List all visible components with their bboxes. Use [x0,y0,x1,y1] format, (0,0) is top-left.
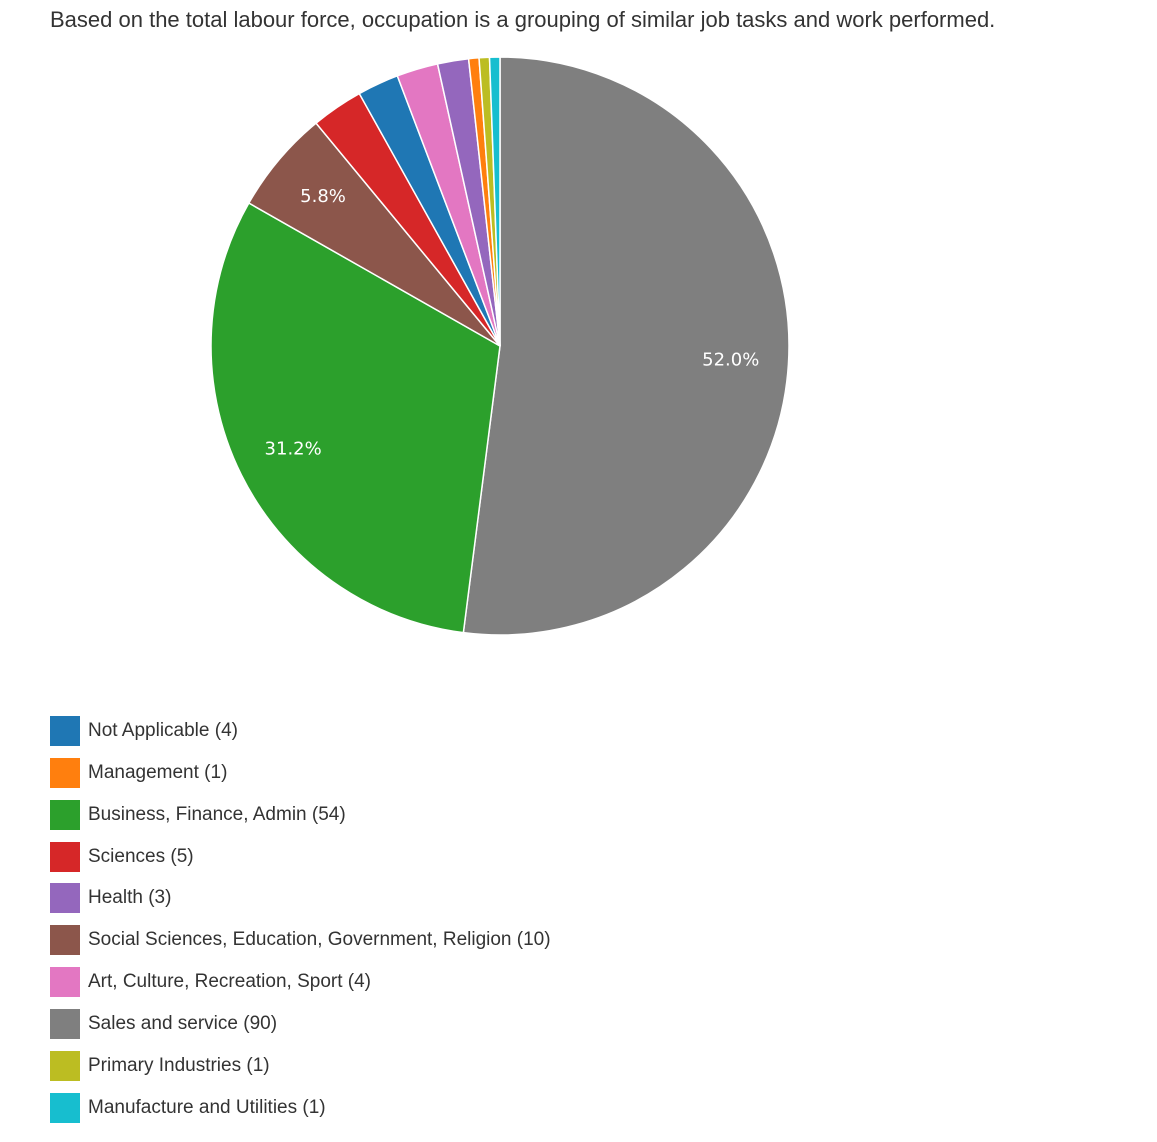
legend-item-manufacture-and-utilities: Manufacture and Utilities (1) [50,1092,551,1124]
legend-label: Health (3) [88,887,172,909]
legend-swatch [50,967,80,998]
legend-item-not-applicable: Not Applicable (4) [50,715,551,747]
legend-item-social-sciences-education-government-religion: Social Sciences, Education, Government, … [50,924,551,956]
legend-item-primary-industries: Primary Industries (1) [50,1050,551,1082]
pie-slice-business-finance-admin [210,201,501,634]
legend-label: Art, Culture, Recreation, Sport (4) [88,971,371,993]
slice-label-business-finance-admin: 31.2% [265,438,322,459]
legend-label: Management (1) [88,761,228,783]
pie-slice-sales-and-service [462,56,790,636]
chart-description: Based on the total labour force, occupat… [50,7,996,32]
pie-chart: 52.0% 31.2% 5.8% [210,56,790,636]
legend-item-management: Management (1) [50,757,551,789]
legend-label: Manufacture and Utilities (1) [88,1096,326,1118]
pie-slice-manufacture-and-utilities [488,56,501,347]
legend-item-business-finance-admin: Business, Finance, Admin (54) [50,799,551,831]
slice-label-sales-and-service: 52.0% [702,350,759,371]
legend-swatch [50,883,80,914]
legend-swatch [50,1008,80,1039]
legend-item-art-culture-recreation-sport: Art, Culture, Recreation, Sport (4) [50,966,551,998]
legend-label: Sales and service (90) [88,1012,278,1034]
legend-swatch [50,716,80,746]
legend-swatch [50,799,80,830]
legend-label: Primary Industries (1) [88,1054,270,1076]
legend-swatch [50,925,80,956]
legend-swatch [50,757,80,788]
legend-label: Social Sciences, Education, Government, … [88,929,551,951]
legend-label: Not Applicable (4) [88,720,238,741]
slice-label-social-sciences-education-government-religion: 5.8% [300,186,346,207]
legend-label: Business, Finance, Admin (54) [88,803,346,825]
legend-item-health: Health (3) [50,882,551,914]
legend-label: Sciences (5) [88,845,194,867]
legend-item-sciences: Sciences (5) [50,841,551,873]
chart-legend: Not Applicable (4) Management (1) Business… [50,715,551,1133]
legend-swatch [50,1092,80,1123]
legend-item-sales-and-service: Sales and service (90) [50,1008,551,1040]
legend-swatch [50,1050,80,1081]
legend-swatch [50,841,80,872]
